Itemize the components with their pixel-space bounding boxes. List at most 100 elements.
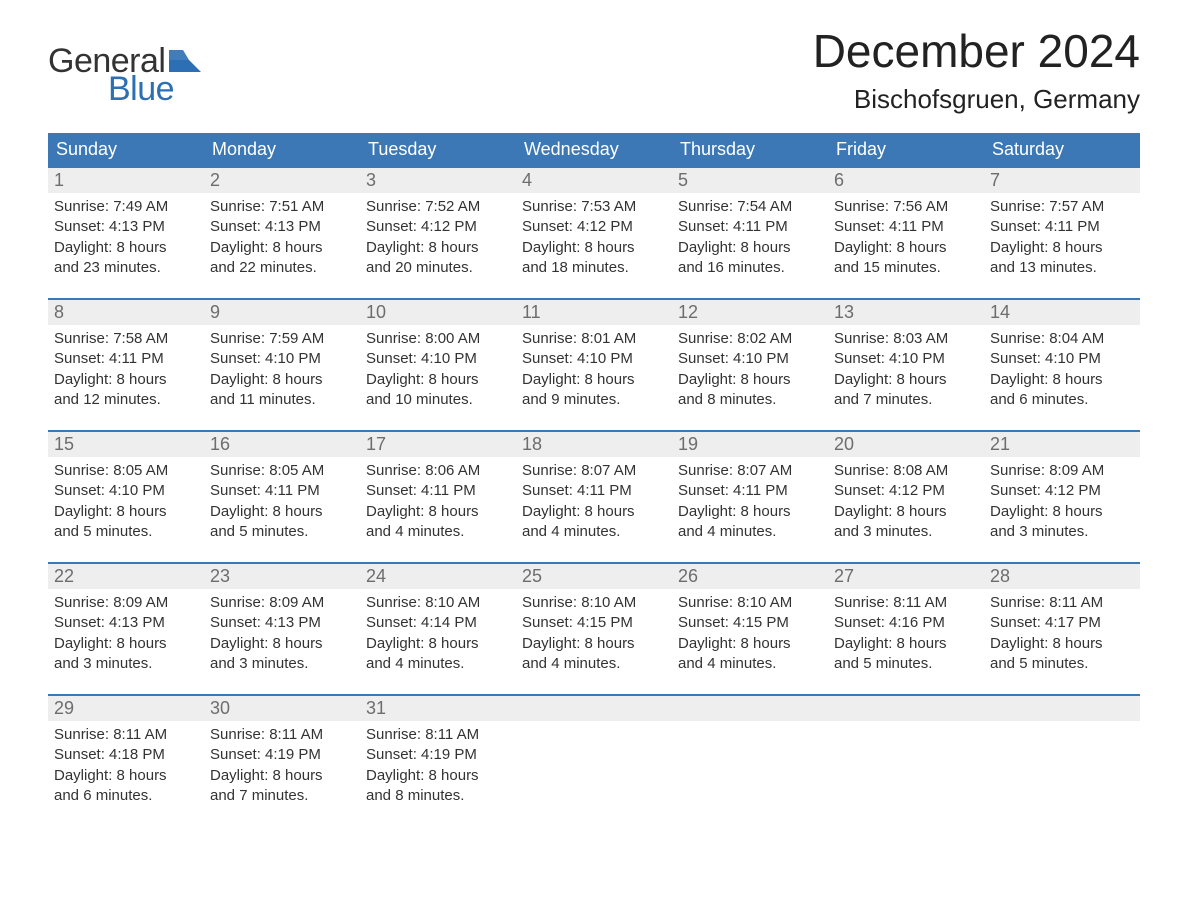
weekday-header: Tuesday [360,133,516,166]
day-cell: Sunrise: 8:11 AMSunset: 4:19 PMDaylight:… [204,721,360,806]
sunset-text: Sunset: 4:11 PM [678,481,822,501]
day-number: 26 [672,564,828,589]
dl1-text: Daylight: 8 hours [834,238,978,258]
day-cell: Sunrise: 8:03 AMSunset: 4:10 PMDaylight:… [828,325,984,410]
day-number: 2 [204,168,360,193]
sunset-text: Sunset: 4:19 PM [210,745,354,765]
dl1-text: Daylight: 8 hours [366,634,510,654]
sunset-text: Sunset: 4:19 PM [366,745,510,765]
day-number [516,696,672,721]
dl1-text: Daylight: 8 hours [366,502,510,522]
dl2-text: and 5 minutes. [990,654,1134,674]
day-number: 7 [984,168,1140,193]
day-cell: Sunrise: 8:07 AMSunset: 4:11 PMDaylight:… [516,457,672,542]
sunset-text: Sunset: 4:11 PM [834,217,978,237]
day-number: 19 [672,432,828,457]
day-number: 30 [204,696,360,721]
sunset-text: Sunset: 4:10 PM [366,349,510,369]
weekday-header: Friday [828,133,984,166]
sunrise-text: Sunrise: 8:11 AM [834,593,978,613]
sunrise-text: Sunrise: 8:06 AM [366,461,510,481]
dl2-text: and 18 minutes. [522,258,666,278]
day-cell: Sunrise: 7:54 AMSunset: 4:11 PMDaylight:… [672,193,828,278]
dl1-text: Daylight: 8 hours [54,370,198,390]
sunset-text: Sunset: 4:12 PM [990,481,1134,501]
sunrise-text: Sunrise: 7:54 AM [678,197,822,217]
dl2-text: and 7 minutes. [210,786,354,806]
sunset-text: Sunset: 4:17 PM [990,613,1134,633]
day-cell: Sunrise: 7:53 AMSunset: 4:12 PMDaylight:… [516,193,672,278]
sunset-text: Sunset: 4:10 PM [834,349,978,369]
day-number: 27 [828,564,984,589]
sunset-text: Sunset: 4:10 PM [678,349,822,369]
dl1-text: Daylight: 8 hours [990,370,1134,390]
day-number-row: 22232425262728 [48,564,1140,589]
day-cell [672,721,828,806]
sunrise-text: Sunrise: 8:10 AM [678,593,822,613]
day-cell: Sunrise: 8:10 AMSunset: 4:14 PMDaylight:… [360,589,516,674]
dl1-text: Daylight: 8 hours [522,502,666,522]
day-number: 29 [48,696,204,721]
weekday-header: Saturday [984,133,1140,166]
sunrise-text: Sunrise: 7:53 AM [522,197,666,217]
day-cell: Sunrise: 8:00 AMSunset: 4:10 PMDaylight:… [360,325,516,410]
month-title: December 2024 [813,24,1140,78]
calendar: Sunday Monday Tuesday Wednesday Thursday… [48,133,1140,806]
dl2-text: and 4 minutes. [366,522,510,542]
sunrise-text: Sunrise: 8:05 AM [54,461,198,481]
day-number: 5 [672,168,828,193]
weeks-container: 1234567Sunrise: 7:49 AMSunset: 4:13 PMDa… [48,166,1140,806]
dl1-text: Daylight: 8 hours [522,238,666,258]
sunrise-text: Sunrise: 8:11 AM [54,725,198,745]
dl1-text: Daylight: 8 hours [990,238,1134,258]
week-block: 15161718192021Sunrise: 8:05 AMSunset: 4:… [48,430,1140,542]
sunset-text: Sunset: 4:10 PM [210,349,354,369]
day-number: 12 [672,300,828,325]
header: General Blue December 2024 Bischofsgruen… [48,24,1140,115]
sunset-text: Sunset: 4:12 PM [522,217,666,237]
day-number: 9 [204,300,360,325]
weekday-header: Wednesday [516,133,672,166]
dl2-text: and 20 minutes. [366,258,510,278]
dl1-text: Daylight: 8 hours [366,370,510,390]
day-cell: Sunrise: 8:06 AMSunset: 4:11 PMDaylight:… [360,457,516,542]
day-number: 20 [828,432,984,457]
day-number: 15 [48,432,204,457]
sunrise-text: Sunrise: 8:10 AM [522,593,666,613]
day-cell: Sunrise: 8:09 AMSunset: 4:12 PMDaylight:… [984,457,1140,542]
dl1-text: Daylight: 8 hours [54,238,198,258]
day-number: 6 [828,168,984,193]
sunset-text: Sunset: 4:14 PM [366,613,510,633]
day-number: 22 [48,564,204,589]
dl2-text: and 23 minutes. [54,258,198,278]
dl1-text: Daylight: 8 hours [678,634,822,654]
dl2-text: and 4 minutes. [678,654,822,674]
dl1-text: Daylight: 8 hours [834,634,978,654]
day-cell: Sunrise: 8:05 AMSunset: 4:10 PMDaylight:… [48,457,204,542]
day-cell: Sunrise: 8:11 AMSunset: 4:19 PMDaylight:… [360,721,516,806]
day-cell [516,721,672,806]
sunset-text: Sunset: 4:10 PM [990,349,1134,369]
day-number: 31 [360,696,516,721]
dl2-text: and 11 minutes. [210,390,354,410]
day-cell: Sunrise: 8:11 AMSunset: 4:18 PMDaylight:… [48,721,204,806]
day-cell: Sunrise: 7:59 AMSunset: 4:10 PMDaylight:… [204,325,360,410]
logo-text-blue: Blue [108,72,201,106]
day-number: 14 [984,300,1140,325]
day-number-row: 15161718192021 [48,432,1140,457]
day-number: 11 [516,300,672,325]
dl1-text: Daylight: 8 hours [990,634,1134,654]
sunset-text: Sunset: 4:18 PM [54,745,198,765]
sunrise-text: Sunrise: 8:09 AM [990,461,1134,481]
day-number-row: 1234567 [48,168,1140,193]
dl2-text: and 6 minutes. [990,390,1134,410]
sunrise-text: Sunrise: 8:10 AM [366,593,510,613]
day-body-row: Sunrise: 8:11 AMSunset: 4:18 PMDaylight:… [48,721,1140,806]
day-cell: Sunrise: 8:08 AMSunset: 4:12 PMDaylight:… [828,457,984,542]
day-cell: Sunrise: 7:49 AMSunset: 4:13 PMDaylight:… [48,193,204,278]
location: Bischofsgruen, Germany [813,84,1140,115]
weekday-header: Monday [204,133,360,166]
day-number [672,696,828,721]
sunrise-text: Sunrise: 8:07 AM [678,461,822,481]
day-number: 13 [828,300,984,325]
